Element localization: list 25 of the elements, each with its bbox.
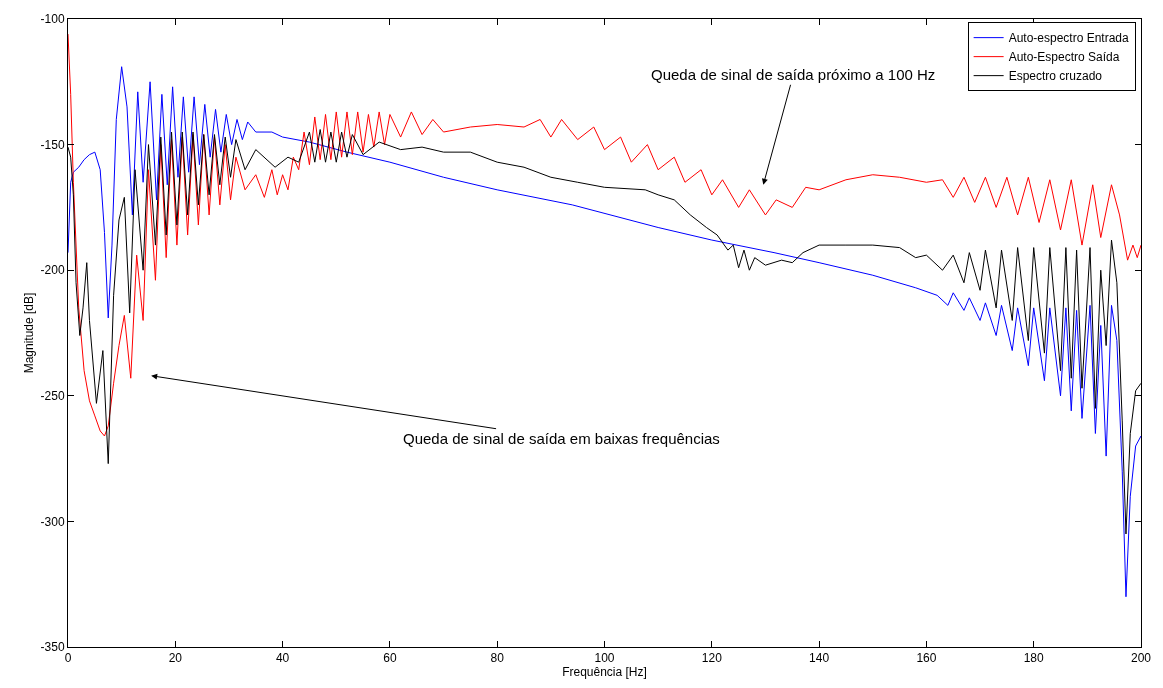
y-tick-label: -250 [40,389,65,403]
x-tick-label: 140 [809,651,830,666]
annotation: Queda de sinal de saída em baixas frequências [403,430,720,447]
x-tick-label: 0 [64,651,72,666]
y-axis-title: Magnitude [dB] [21,292,36,374]
x-axis-title: Frequência [Hz] [562,665,647,680]
legend-label: Auto-Espectro Saída [1008,50,1120,65]
y-tick-label: -100 [40,12,65,27]
legend-label: Espectro cruzado [1008,69,1103,84]
line-series [68,66,1141,598]
x-tick-label: 180 [1023,651,1045,666]
legend-label: Auto-espectro Entrada [1008,31,1130,46]
y-tick-label: -150 [40,137,65,152]
y-tick-label: -200 [40,263,65,278]
x-tick-label: 200 [1130,651,1152,666]
annotation: Queda de sinal de saída próximo a 100 Hz [651,66,936,83]
x-tick-label: 60 [383,651,397,666]
x-tick-label: 120 [701,651,723,666]
x-tick-label: 20 [168,651,183,666]
x-tick-label: 100 [594,651,615,666]
y-tick-label: -350 [40,640,65,655]
x-tick-label: 160 [916,651,937,666]
y-tick-label: -300 [40,514,65,529]
x-tick-label: 40 [275,651,290,666]
x-tick-label: 80 [490,651,505,666]
